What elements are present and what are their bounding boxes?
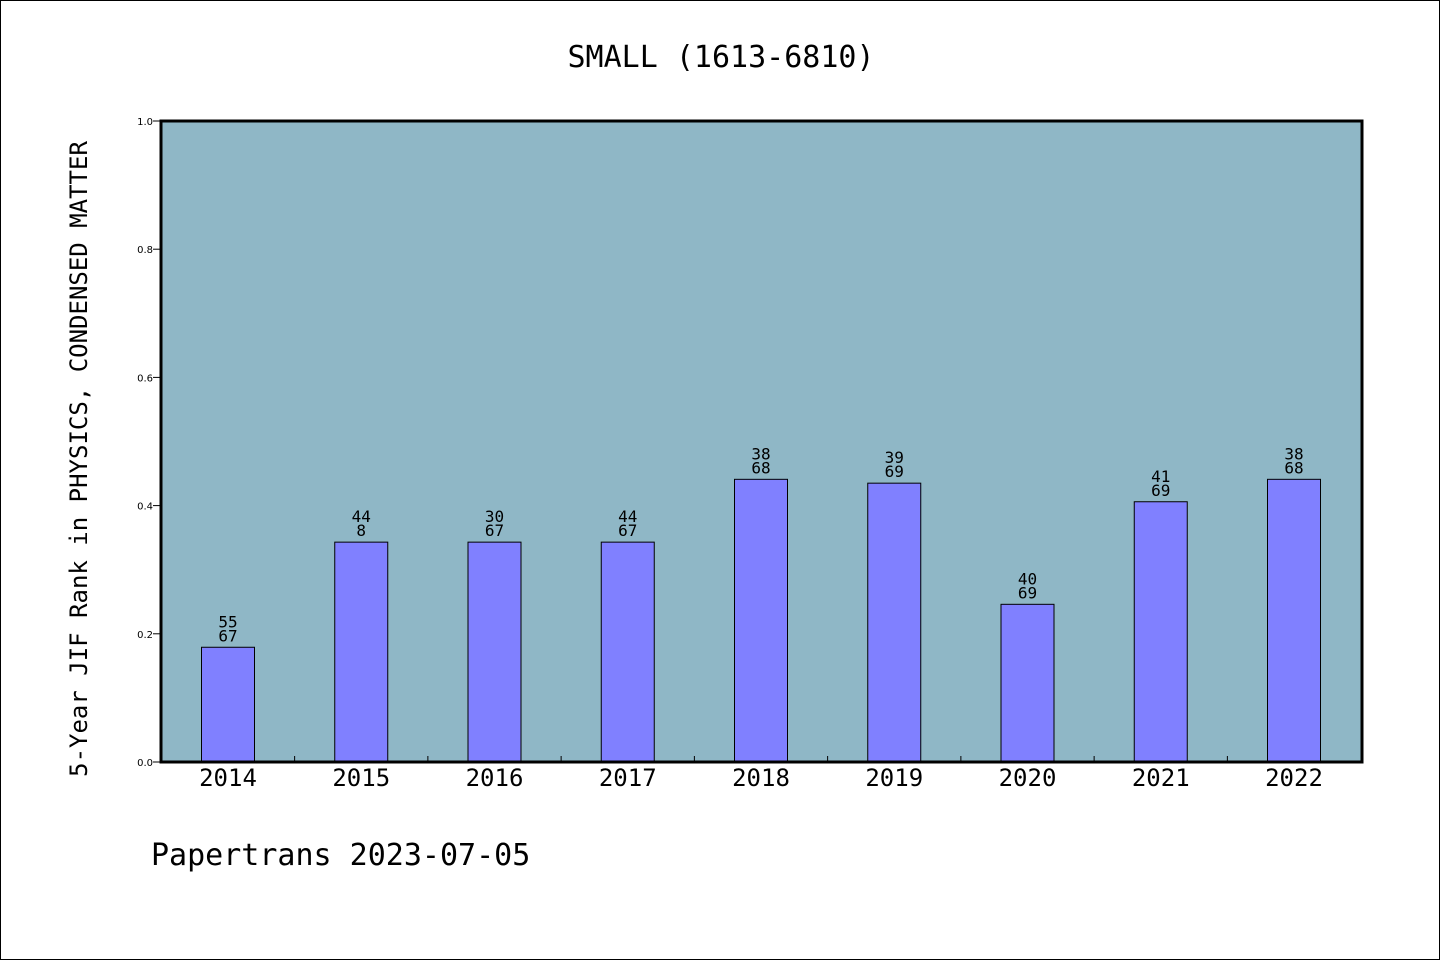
bar-2019 (867, 482, 922, 763)
bar-2014 (201, 646, 255, 763)
data-label-2018-line1: 38 (751, 444, 770, 463)
x-tick-label-2015: 2015 (332, 764, 390, 792)
y-tick-label: 1.0 (137, 117, 153, 128)
bar-2021 (1133, 501, 1188, 763)
x-tick-label-2014: 2014 (199, 764, 257, 792)
bars-group (201, 478, 1321, 763)
bar-2022 (1267, 478, 1321, 763)
x-tick-label-2022: 2022 (1265, 764, 1323, 792)
data-label-2015-line1: 44 (352, 507, 371, 526)
x-tick-label-2018: 2018 (732, 764, 790, 792)
data-label-2014-line2: 67 (218, 626, 237, 645)
x-tick-label-2020: 2020 (999, 764, 1057, 792)
data-label-2019-line2: 69 (885, 462, 904, 481)
data-label-2021-line2: 69 (1151, 481, 1170, 500)
y-tick-label: 0.0 (137, 758, 153, 769)
y-tick-label: 0.4 (137, 502, 153, 513)
x-tick-label-2019: 2019 (865, 764, 923, 792)
data-label-2019-line1: 39 (885, 448, 904, 467)
y-axis-ticks: 0.0 0.2 0.4 0.6 0.8 1.0 (137, 117, 161, 769)
data-label-2022-line2: 68 (1284, 458, 1303, 477)
data-label-2016-line1: 30 (485, 507, 504, 526)
data-label-2021-line1: 41 (1151, 467, 1170, 486)
chart-title: SMALL (1613-6810) (567, 40, 874, 75)
y-tick-label: 0.6 (137, 373, 153, 384)
data-label-2022-line1: 38 (1284, 444, 1303, 463)
bar-2018 (734, 478, 788, 763)
data-label-2020-line1: 40 (1018, 569, 1037, 588)
bar-2017 (600, 541, 655, 763)
y-axis-label: 5-Year JIF Rank in PHYSICS, CONDENSED MA… (65, 141, 93, 777)
x-axis-ticks: 2014 2015 2016 2017 2018 2019 2020 2021 2022 (199, 756, 1323, 792)
x-tick-label-2017: 2017 (599, 764, 657, 792)
bar-2016 (467, 541, 522, 763)
data-label-2014-line1: 55 (218, 612, 237, 631)
data-label-2017-line2: 67 (618, 521, 637, 540)
bar-2015 (334, 541, 389, 763)
data-label-2016-line2: 67 (485, 521, 504, 540)
data-label-2015-line2: 8 (356, 521, 366, 540)
y-tick-label: 0.8 (137, 245, 153, 256)
y-tick-label: 0.2 (137, 630, 153, 641)
x-tick-label-2021: 2021 (1132, 764, 1190, 792)
data-label-2020-line2: 69 (1018, 583, 1037, 602)
footer-watermark: Papertrans 2023-07-05 (151, 838, 530, 873)
plot-border (159, 119, 1364, 764)
data-label-2018-line2: 68 (751, 458, 770, 477)
bar-2020 (1000, 603, 1055, 763)
data-label-2017-line1: 44 (618, 507, 637, 526)
x-tick-label-2016: 2016 (466, 764, 524, 792)
